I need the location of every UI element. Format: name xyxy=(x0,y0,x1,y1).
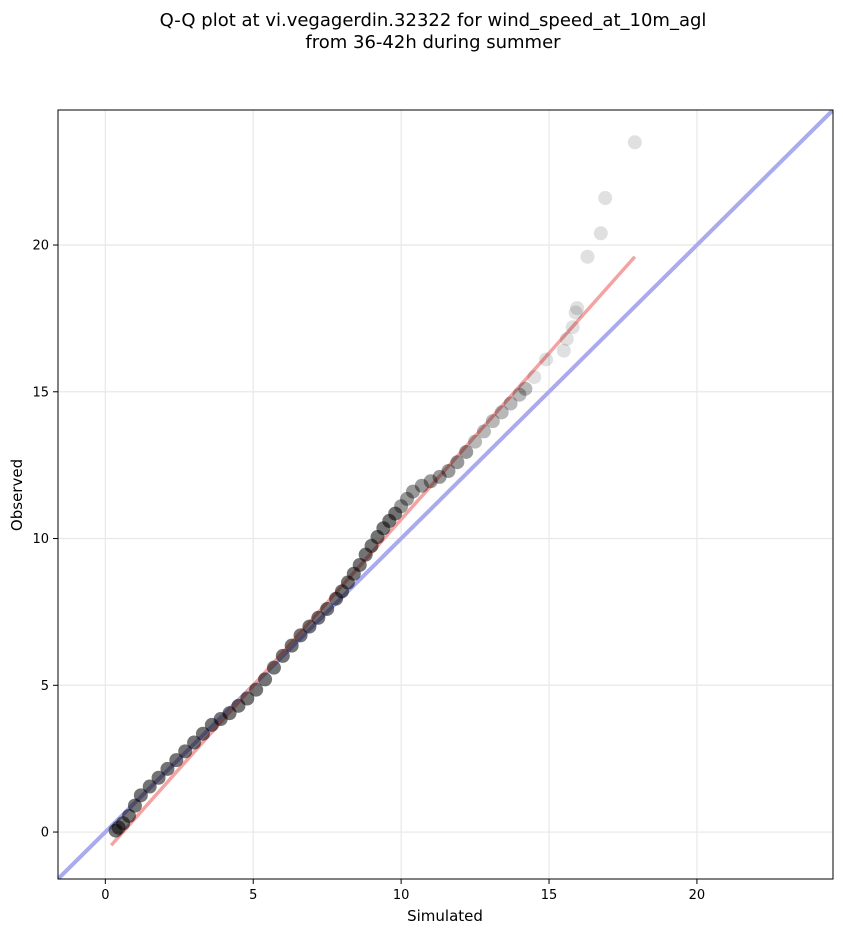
data-point-43 xyxy=(432,469,447,484)
data-point-6 xyxy=(142,779,157,794)
data-point-56 xyxy=(556,343,571,358)
y-axis-ticks: 0 5 10 15 20 xyxy=(32,239,58,841)
data-point-47 xyxy=(468,434,483,449)
data-point-41 xyxy=(414,478,429,493)
data-point-40 xyxy=(405,484,420,499)
data-point-46 xyxy=(459,444,474,459)
data-point-49 xyxy=(485,414,500,429)
data-point-7 xyxy=(151,770,166,785)
data-point-18 xyxy=(249,682,264,697)
y-tick-label-0: 0 xyxy=(41,826,49,841)
chart-title-line-1: Q-Q plot at vi.vegagerdin.32322 for wind… xyxy=(160,10,707,31)
data-point-24 xyxy=(302,619,317,634)
x-tick-label-3: 15 xyxy=(541,888,558,903)
data-point-25 xyxy=(311,610,326,625)
x-tick-label-1: 5 xyxy=(249,888,257,903)
plot-frame xyxy=(57,109,834,880)
data-point-5 xyxy=(133,788,148,803)
y-tick-label-1: 5 xyxy=(41,679,49,694)
data-point-11 xyxy=(187,735,202,750)
data-point-20 xyxy=(266,660,281,675)
data-point-21 xyxy=(275,648,290,663)
x-axis-ticks: 0 5 10 15 20 xyxy=(101,879,705,903)
data-point-12 xyxy=(195,726,210,741)
data-point-8 xyxy=(160,761,175,776)
x-tick-label-0: 0 xyxy=(101,888,109,903)
x-tick-label-2: 10 xyxy=(393,888,410,903)
data-point-39 xyxy=(400,491,415,506)
data-point-44 xyxy=(441,464,456,479)
x-tick-label-4: 20 xyxy=(689,888,706,903)
data-point-23 xyxy=(293,628,308,643)
data-point-10 xyxy=(178,744,193,759)
y-axis-label: Observed xyxy=(8,459,26,531)
data-point-58 xyxy=(565,320,580,335)
data-point-63 xyxy=(598,191,613,206)
data-point-51 xyxy=(503,396,518,411)
data-point-3 xyxy=(121,808,136,823)
data-point-38 xyxy=(394,499,409,514)
data-point-55 xyxy=(539,352,554,367)
data-point-37 xyxy=(388,506,403,521)
data-point-17 xyxy=(240,691,255,706)
y-tick-label-3: 15 xyxy=(32,385,49,400)
data-point-48 xyxy=(476,424,491,439)
data-point-57 xyxy=(559,331,574,346)
y-tick-label-2: 10 xyxy=(32,532,49,547)
data-point-45 xyxy=(450,455,465,470)
data-point-60 xyxy=(570,301,585,316)
data-point-59 xyxy=(568,305,583,320)
data-point-53 xyxy=(518,381,533,396)
data-point-31 xyxy=(352,557,367,572)
grid-lines xyxy=(58,110,833,879)
data-point-22 xyxy=(284,638,299,653)
scatter-points xyxy=(108,135,642,838)
data-point-54 xyxy=(527,370,542,385)
data-point-62 xyxy=(593,226,608,241)
data-point-9 xyxy=(169,753,184,768)
y-tick-label-4: 20 xyxy=(32,239,49,254)
data-point-19 xyxy=(258,672,273,687)
data-point-4 xyxy=(127,798,142,813)
data-point-64 xyxy=(627,135,642,150)
data-point-52 xyxy=(512,387,527,402)
x-axis-label: Simulated xyxy=(407,907,483,925)
chart-title-line-2: from 36-42h during summer xyxy=(305,32,561,53)
data-point-50 xyxy=(494,405,509,420)
data-point-26 xyxy=(320,601,335,616)
data-point-61 xyxy=(580,249,595,264)
data-point-42 xyxy=(423,474,438,489)
